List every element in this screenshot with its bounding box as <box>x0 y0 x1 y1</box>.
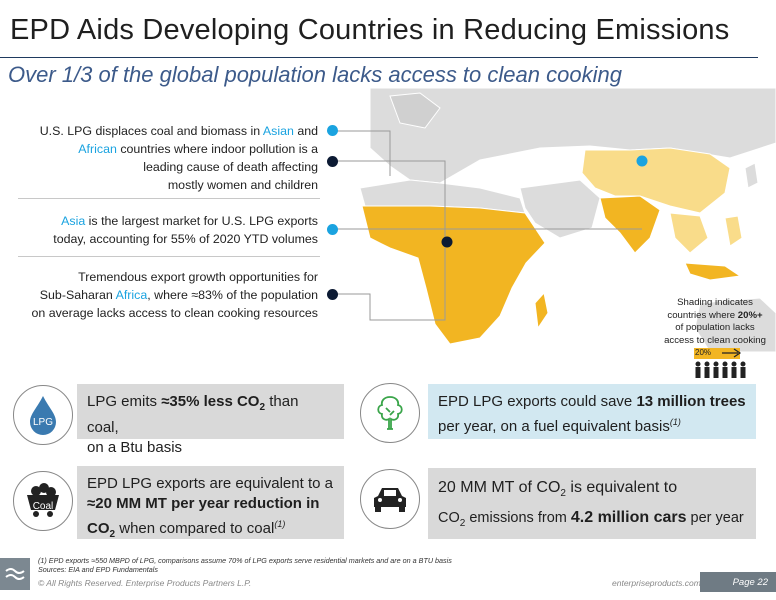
callout-lpg-displaces-coal: U.S. LPG displaces coal and biomass in A… <box>10 122 318 194</box>
map-shading-legend: Shading indicates countries where 20%+ o… <box>656 297 774 347</box>
callout-text: , where ≈83% of the population <box>147 288 318 302</box>
callout-text: mostly women and children <box>167 178 318 192</box>
fact-text: 20 MM MT of CO <box>438 479 561 496</box>
fact-lpg-emissions: LPG emits ≈35% less CO2 than coal, on a … <box>77 384 344 456</box>
highlight-african: African <box>78 142 117 156</box>
fact-bold: 4.2 million cars <box>570 509 687 527</box>
arrow-right-icon <box>722 348 742 358</box>
fact-text: than coal, <box>87 393 299 436</box>
highlight-asia: Asia <box>61 214 86 228</box>
legend-text: Shading indicates <box>677 297 753 308</box>
callout-text: Tremendous export growth opportunities f… <box>78 270 318 284</box>
gas-drop-icon <box>30 396 56 435</box>
fact-text: is equivalent to <box>565 479 678 496</box>
fact-bold: ≈20 MM MT per year reduction in <box>87 495 320 512</box>
logo-wave-icon <box>5 568 25 580</box>
page-subtitle: Over 1/3 of the global population lacks … <box>8 62 622 87</box>
footnote-sources: Sources: EIA and EPD Fundamentals <box>38 565 158 574</box>
fact-cars-equivalent: 20 MM MT of CO2 is equivalent to CO2 emi… <box>428 468 756 539</box>
coal-cart-icon <box>27 483 59 517</box>
website-link[interactable]: enterpriseproducts.com <box>612 578 701 588</box>
tree-icon <box>377 396 403 430</box>
tree-icon-circle <box>360 383 420 443</box>
fact-text: emissions from <box>465 510 571 527</box>
highlight-africa: Africa <box>115 288 148 302</box>
legend-share-bar <box>694 348 740 359</box>
fact-coal-equivalent: EPD LPG exports are equivalent to a ≈20 … <box>77 466 344 540</box>
legend-bar-label: 20% <box>695 348 712 357</box>
callout-divider <box>18 198 320 199</box>
callout-africa-growth: Tremendous export growth opportunities f… <box>0 268 318 322</box>
fact-bold: CO2 <box>87 520 116 540</box>
marker-dot-blue <box>327 125 338 136</box>
coal-icon-circle: Coal <box>13 471 73 531</box>
fact-text: LPG emits <box>87 393 162 410</box>
asia-share-percent: 55% <box>170 232 196 246</box>
callout-asia-market: Asia is the largest market for U.S. LPG … <box>10 212 318 248</box>
legend-text: of population lacks <box>675 322 755 333</box>
callout-text: of 2020 YTD volumes <box>195 232 318 246</box>
fact-text: 2 <box>560 488 566 500</box>
callout-text: and <box>293 124 318 138</box>
callout-text: leading cause of death affecting <box>143 160 318 174</box>
world-map-shading <box>330 88 776 352</box>
fact-text: EPD LPG exports could save <box>438 393 637 410</box>
footnote-ref: (1) <box>274 519 286 529</box>
marker-dot-navy <box>327 289 338 300</box>
fact-text: CO <box>438 510 460 527</box>
company-logo <box>0 558 30 590</box>
fact-text: per year <box>686 510 744 527</box>
highlight-asian: Asian <box>262 124 294 138</box>
callout-text: U.S. LPG displaces coal and biomass in <box>39 124 263 138</box>
lpg-icon-circle: LPG <box>13 385 73 445</box>
footnote: (1) EPD exports ≈550 MBPD of LPG, compar… <box>38 556 452 574</box>
fact-trees-saved: EPD LPG exports could save 13 million tr… <box>428 384 756 439</box>
page-number: Page 22 <box>700 572 776 592</box>
car-icon-circle <box>360 469 420 529</box>
title-divider <box>0 57 758 58</box>
fact-text: when compared to coal <box>115 520 275 537</box>
fact-bold: 13 million trees <box>636 393 746 410</box>
car-icon <box>374 488 406 512</box>
callout-text: Sub-Saharan <box>39 288 116 302</box>
legend-text: access to clean cooking <box>664 334 766 346</box>
fact-text: on a Btu basis <box>87 439 183 456</box>
fact-text: 2 <box>459 518 466 530</box>
copyright: © All Rights Reserved. Enterprise Produc… <box>38 578 252 588</box>
fact-bold: ≈35% less CO2 <box>161 393 266 413</box>
coal-icon-label: Coal <box>32 501 54 512</box>
page-title: EPD Aids Developing Countries in Reducin… <box>10 14 730 46</box>
fact-text: per year, on a fuel equivalent basis <box>438 418 670 435</box>
footnote-text: (1) EPD exports ≈550 MBPD of LPG, compar… <box>38 556 452 565</box>
population-people-icon <box>695 361 746 378</box>
legend-threshold: 20%+ <box>737 309 763 321</box>
callout-text: countries where indoor pollution is a <box>116 142 318 156</box>
fact-text: EPD LPG exports are equivalent to a <box>87 475 333 492</box>
footnote-ref: (1) <box>669 417 681 427</box>
callout-text: on average lacks access to clean cooking… <box>31 306 318 320</box>
lpg-icon-label: LPG <box>32 417 53 428</box>
callout-divider <box>18 256 320 257</box>
marker-dot-navy <box>327 156 338 167</box>
callout-text: is the largest market for U.S. LPG expor… <box>85 214 318 228</box>
marker-dot-blue <box>327 224 338 235</box>
callout-text: today, accounting for <box>53 232 171 246</box>
legend-text: countries where <box>667 309 738 321</box>
